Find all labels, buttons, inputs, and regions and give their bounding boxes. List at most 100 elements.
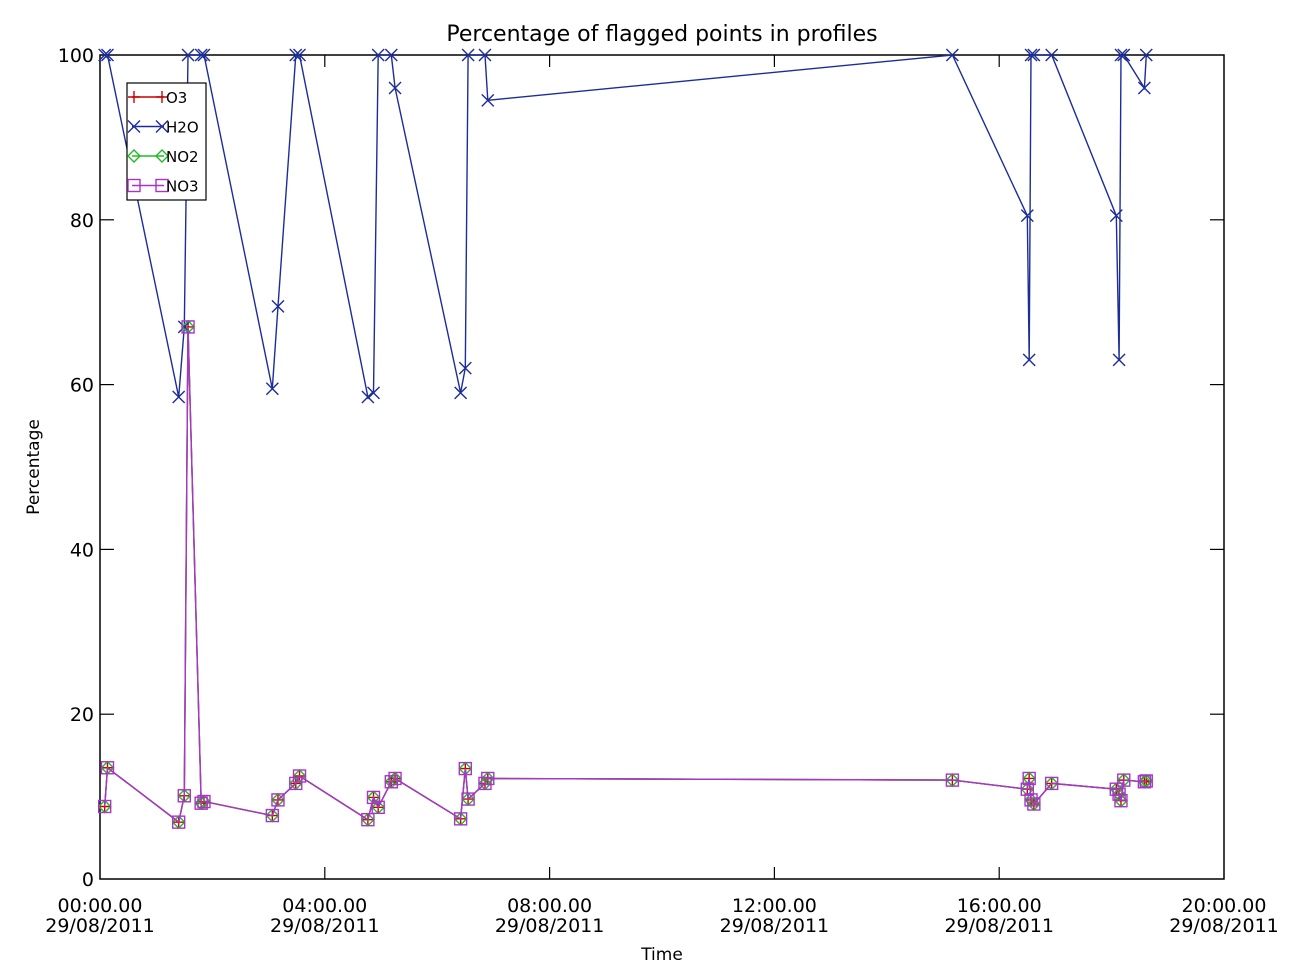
data-point-no3 (1027, 797, 1041, 811)
data-point-no3 (1114, 794, 1128, 808)
data-point-no3 (945, 773, 960, 787)
x-tick-label-date: 29/08/2011 (270, 915, 380, 937)
data-point-no3 (171, 815, 186, 829)
data-point-no3 (1020, 782, 1034, 796)
data-point-h2o (1045, 48, 1059, 62)
data-point-no3 (1022, 771, 1036, 786)
legend-marker-h2o (155, 120, 169, 133)
data-point-no3 (366, 790, 381, 805)
data-point-no3 (181, 320, 195, 334)
data-point-h2o (371, 48, 385, 62)
plot-frame (99, 54, 1225, 880)
x-axis-label: Time (640, 945, 683, 965)
legend-marker-no3 (127, 178, 141, 193)
legend-marker-h2o (127, 120, 141, 133)
data-point-no3 (478, 776, 492, 791)
data-point-h2o (293, 48, 307, 62)
data-point-h2o (367, 386, 381, 400)
data-point-no3 (384, 775, 399, 789)
legend-label-o3: O3 (166, 89, 187, 107)
data-point-h2o (181, 48, 195, 62)
data-point-no3 (453, 812, 468, 826)
data-point-no3 (1044, 776, 1059, 791)
data-point-h2o (1112, 353, 1126, 367)
data-point-h2o (1109, 209, 1123, 223)
data-point-h2o (1024, 48, 1038, 62)
data-point-h2o (197, 48, 211, 62)
data-point-no3 (461, 792, 475, 806)
data-point-h2o (454, 386, 468, 400)
data-point-no3 (100, 761, 115, 775)
data-point-no3 (271, 793, 285, 807)
data-point-h2o (481, 93, 495, 107)
y-tick-label: 60 (70, 375, 94, 397)
series-no3 (97, 320, 1153, 829)
y-tick-label: 40 (70, 539, 94, 561)
x-tick-label-time: 04:00.00 (282, 895, 367, 917)
data-point-h2o (361, 390, 375, 404)
series-h2o (98, 48, 1153, 404)
x-tick-label-date: 29/08/2011 (944, 915, 1054, 937)
data-point-h2o (945, 48, 959, 62)
x-tick-label-time: 20:00.00 (1182, 895, 1267, 917)
y-tick-label: 100 (58, 45, 94, 67)
y-tick-label: 20 (70, 704, 94, 726)
data-point-no3 (292, 769, 307, 783)
x-tick-label-time: 16:00.00 (957, 895, 1042, 917)
y-tick-label: 80 (70, 210, 94, 232)
data-point-h2o (458, 361, 472, 375)
data-point-no3 (265, 808, 280, 823)
legend-marker-o3 (156, 91, 168, 103)
data-point-no3 (1137, 775, 1152, 789)
x-tick-label-date: 29/08/2011 (45, 915, 155, 937)
legend: O3 H2O NO2 NO3 (126, 82, 207, 201)
series-o3 (98, 320, 1153, 829)
series-line-h2o (104, 54, 1147, 399)
legend-marker-no2 (127, 149, 141, 163)
data-point-h2o (271, 299, 285, 313)
data-point-no3 (1117, 773, 1131, 787)
legend-marker-no2 (155, 149, 169, 163)
y-axis-label: Percentage (24, 419, 44, 515)
data-point-h2o (1027, 48, 1041, 62)
chart-title: Percentage of flagged points in profiles (446, 22, 877, 47)
series-line-o3 (104, 326, 1147, 824)
x-tick-label-time: 08:00.00 (507, 895, 592, 917)
data-point-no3 (1024, 793, 1038, 807)
series-layer (97, 48, 1154, 830)
x-tick-label-time: 00:00.00 (58, 895, 143, 917)
x-axis: 00:00.0029/08/201104:00.0029/08/201108:0… (45, 55, 1279, 937)
x-tick-label-date: 29/08/2011 (1169, 915, 1279, 937)
data-point-no3 (388, 771, 402, 786)
data-point-h2o (289, 48, 303, 62)
legend-marker-o3 (128, 91, 140, 103)
legend-marker-no3 (155, 178, 169, 193)
data-point-no3 (177, 789, 192, 803)
data-point-h2o (1117, 48, 1131, 62)
data-point-h2o (194, 48, 208, 62)
data-point-h2o (1139, 48, 1153, 62)
data-point-h2o (1137, 81, 1151, 95)
data-point-h2o (1020, 209, 1034, 223)
legend-label-no3: NO3 (166, 178, 199, 196)
y-axis: 0 20 40 60 80 100 (58, 45, 1224, 891)
data-point-no3 (1139, 774, 1153, 788)
data-point-no3 (481, 771, 495, 786)
y-tick-label: 0 (82, 869, 94, 891)
x-tick-label-date: 29/08/2011 (495, 915, 605, 937)
data-point-no3 (289, 776, 303, 791)
data-point-h2o (172, 390, 186, 404)
data-point-h2o (388, 81, 402, 95)
data-point-no3 (361, 812, 375, 827)
data-point-h2o (384, 48, 398, 62)
legend-label-h2o: H2O (166, 119, 199, 137)
legend-label-no2: NO2 (166, 148, 199, 166)
data-point-no3 (194, 796, 208, 810)
x-tick-label-date: 29/08/2011 (720, 915, 830, 937)
data-point-h2o (461, 48, 475, 62)
data-point-no3 (197, 794, 211, 809)
data-point-h2o (478, 48, 492, 62)
data-point-no3 (97, 799, 112, 814)
data-point-h2o (1022, 353, 1036, 367)
data-point-h2o (265, 382, 279, 396)
